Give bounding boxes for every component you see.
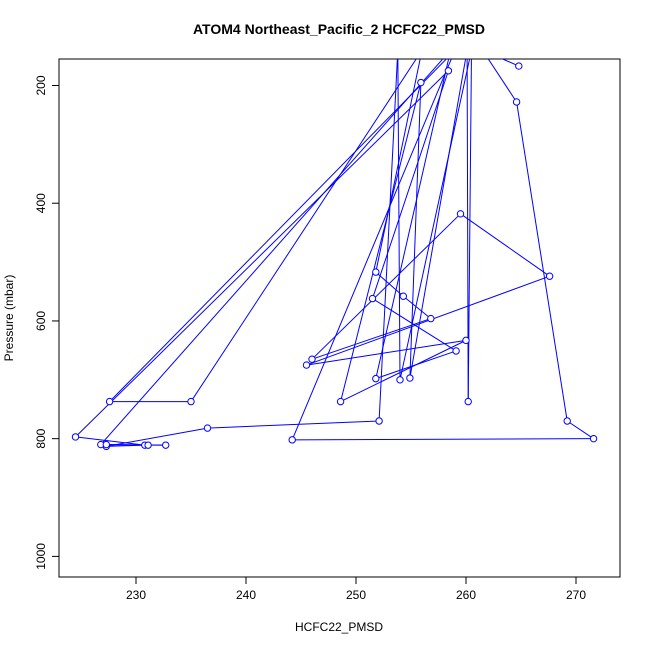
data-point (302, 361, 311, 369)
series-line-segment (292, 438, 594, 441)
data-point (515, 62, 523, 70)
series-line-segment (378, 59, 398, 422)
y-tick-label: 1000 (34, 543, 48, 570)
series-line-segment (106, 427, 208, 447)
data-point (399, 292, 407, 300)
x-tick-label: 250 (346, 588, 366, 602)
series-line-segment (467, 59, 472, 402)
x-tick-label: 270 (566, 588, 586, 602)
series-line-segment (75, 70, 449, 438)
series-line-segment (402, 295, 432, 319)
y-tick-label: 200 (34, 75, 48, 95)
data-point (512, 98, 521, 106)
x-tick-label: 260 (456, 588, 476, 602)
data-point (71, 433, 80, 441)
series-line-segment (340, 339, 467, 403)
series-line-segment (501, 59, 520, 67)
data-point (144, 441, 152, 449)
data-point (372, 268, 380, 276)
chart-title: ATOM4 Northeast_Pacific_2 HCFC22_PMSD (193, 21, 485, 37)
series-line-segment (372, 298, 457, 352)
series-line-segment (207, 420, 380, 429)
data-point (187, 397, 195, 406)
series-line-segment (397, 59, 401, 380)
data-point (563, 417, 571, 425)
data-point (417, 78, 425, 87)
data-point (105, 397, 114, 406)
series-line-segment (409, 82, 422, 379)
series-line-segment (487, 59, 518, 103)
data-point (288, 436, 296, 444)
data-point (372, 374, 380, 383)
data-point (444, 67, 453, 75)
series-line-segment (306, 339, 467, 366)
series-line-segment (372, 70, 449, 299)
series-line-segment (190, 59, 417, 402)
x-axis-label: HCFC22_PMSD (295, 620, 383, 634)
series-line-segment (340, 82, 422, 402)
data-point (545, 272, 554, 280)
data-point (456, 210, 465, 218)
series-line-segment (375, 350, 457, 380)
x-axis: 230 240 250 260 270 (126, 576, 586, 602)
y-tick-label: 600 (34, 311, 48, 331)
data-point (462, 336, 470, 345)
plot-frame (58, 58, 621, 578)
series-line-segment (106, 444, 166, 446)
series-line-segment (375, 59, 450, 379)
y-axis-label: Pressure (mbar) (2, 275, 16, 362)
x-tick-label: 230 (126, 588, 146, 602)
series-line-segment (460, 213, 550, 277)
series-line-segment (516, 101, 568, 422)
series-line-segment (100, 59, 444, 445)
series-line-segment (311, 318, 431, 360)
y-axis: 200 400 600 800 1000 (34, 75, 60, 570)
data-point (452, 347, 460, 355)
plot-area (71, 59, 598, 451)
data-point (336, 397, 345, 406)
series-line-segment (75, 436, 145, 446)
data-point (203, 424, 212, 432)
series-line-segment (109, 59, 448, 402)
data-point (406, 374, 414, 382)
x-tick-label: 240 (236, 588, 256, 602)
data-point (589, 434, 598, 443)
series-line-segment (291, 59, 452, 441)
data-point (162, 441, 170, 449)
y-tick-label: 800 (34, 428, 48, 448)
series-line-segment (466, 59, 469, 402)
series-line-segment (399, 59, 471, 380)
series-line-segment (409, 59, 467, 379)
data-point (464, 397, 472, 406)
data-point (308, 355, 316, 363)
data-point (368, 294, 377, 303)
data-point (396, 376, 404, 384)
data-point (375, 417, 383, 425)
data-point (427, 314, 435, 323)
y-tick-label: 400 (34, 193, 48, 213)
series-line-segment (566, 420, 594, 440)
data-point (102, 440, 111, 449)
